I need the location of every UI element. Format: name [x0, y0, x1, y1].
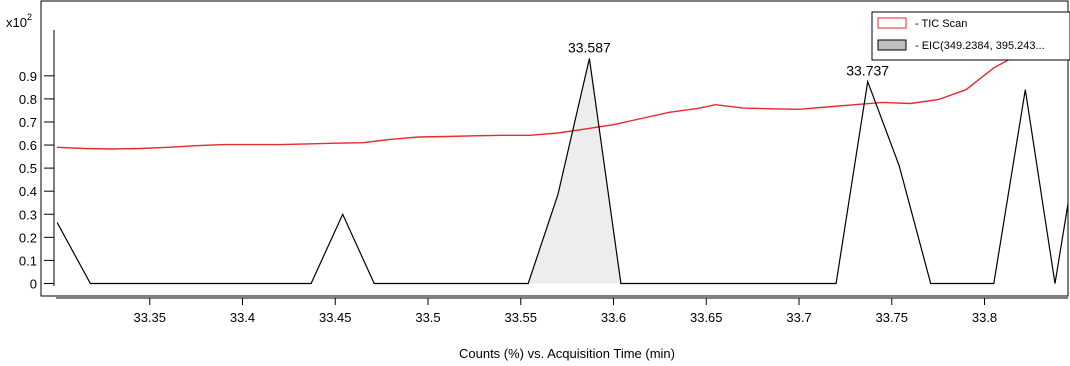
x-tick-label: 33.8 [972, 310, 997, 325]
y-tick-label: 0.7 [19, 115, 37, 130]
eic-line [57, 58, 1068, 285]
peak-annotation: 33.737 [846, 63, 889, 79]
y-tick-label: 0.1 [19, 253, 37, 268]
x-tick-label: 33.65 [690, 310, 723, 325]
x-tick-label: 33.75 [875, 310, 908, 325]
peak-annotation: 33.587 [568, 40, 611, 56]
x-tick-label: 33.5 [415, 310, 440, 325]
legend-label-eic: - EIC(349.2384, 395.243... [915, 40, 1045, 52]
x-tick-label: 33.4 [230, 310, 255, 325]
x-tick-label: 33.7 [786, 310, 811, 325]
y-tick-label: 0.9 [19, 69, 37, 84]
tic-scan-line [57, 38, 1050, 150]
y-multiplier-label: x102 [6, 12, 32, 30]
y-tick-label: 0.4 [19, 184, 37, 199]
series-layer [57, 38, 1068, 285]
y-tick-label: 0.2 [19, 230, 37, 245]
x-tick-label: 33.35 [133, 310, 166, 325]
y-tick-label: 0.3 [19, 207, 37, 222]
ticks-layer: 33.35 33.4 33.45 33.5 33.55 33.6 33.65 33.7 33.7… [19, 69, 997, 325]
y-tick-label: 0.5 [19, 161, 37, 176]
x-tick-label: 33.45 [319, 310, 352, 325]
x-tick-label: 33.55 [504, 310, 537, 325]
legend-swatch-eic [877, 39, 907, 51]
x-axis-title: Counts (%) vs. Acquisition Time (min) [459, 346, 675, 361]
annotation-layer: 33.587 33.737 [568, 40, 889, 79]
legend-swatch-tic [877, 17, 907, 29]
y-tick-label: 0 [30, 276, 37, 291]
legend: - TIC Scan - EIC(349.2384, 395.243... [871, 11, 1070, 61]
legend-label-tic: - TIC Scan [915, 18, 967, 30]
x-tick-label: 33.6 [601, 310, 626, 325]
y-tick-label: 0.8 [19, 92, 37, 107]
y-tick-label: 0.6 [19, 138, 37, 153]
eic-peak-fill [528, 58, 621, 284]
